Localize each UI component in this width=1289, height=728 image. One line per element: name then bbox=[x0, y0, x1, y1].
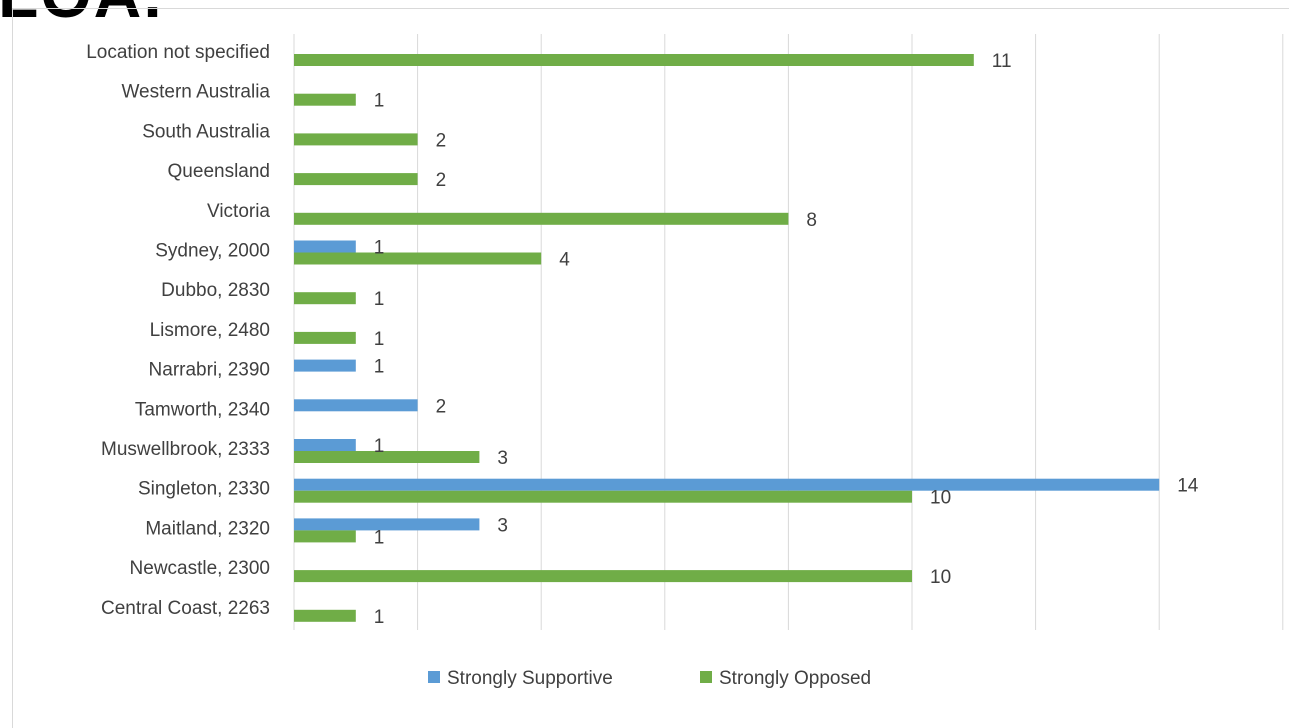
data-label: 1 bbox=[374, 91, 385, 112]
bar-chart: Location not specified Western Australia S… bbox=[86, 34, 1284, 689]
data-label: 1 bbox=[374, 357, 385, 378]
bar-strongly-opposed bbox=[294, 252, 542, 265]
category-label: Lismore, 2480 bbox=[150, 320, 270, 341]
chart-area bbox=[12, 8, 1289, 728]
category-labels: Location not specified Western Australia S… bbox=[86, 42, 270, 619]
data-label: 1 bbox=[374, 329, 385, 350]
bar-strongly-opposed bbox=[294, 530, 356, 543]
data-label: 2 bbox=[436, 396, 447, 417]
cropped-heading-text: LOA. bbox=[0, 0, 164, 32]
legend-swatch-strongly-supportive bbox=[428, 671, 440, 683]
data-label: 1 bbox=[374, 527, 385, 548]
data-label: 11 bbox=[992, 51, 1012, 72]
data-label: 1 bbox=[374, 607, 385, 628]
bar-strongly-opposed bbox=[294, 609, 356, 622]
bar-strongly-opposed bbox=[294, 212, 789, 225]
data-label: 10 bbox=[930, 567, 951, 588]
category-label: Muswellbrook, 2333 bbox=[101, 439, 270, 460]
data-label: 2 bbox=[436, 170, 447, 191]
bar-strongly-supportive bbox=[294, 439, 356, 451]
data-label: 1 bbox=[374, 289, 385, 310]
category-label: Central Coast, 2263 bbox=[101, 598, 270, 619]
legend-label-strongly-opposed: Strongly Opposed bbox=[719, 668, 871, 689]
bar-strongly-supportive bbox=[294, 240, 356, 253]
data-label: 8 bbox=[806, 210, 817, 231]
bar-strongly-opposed bbox=[294, 133, 418, 146]
data-label: 3 bbox=[497, 515, 508, 536]
category-label: Narrabri, 2390 bbox=[149, 360, 270, 381]
bars bbox=[294, 54, 1160, 622]
data-label: 1 bbox=[374, 238, 385, 259]
bar-strongly-supportive bbox=[294, 399, 418, 412]
category-label: South Australia bbox=[142, 121, 270, 142]
bar-strongly-supportive bbox=[294, 518, 480, 531]
category-label: Victoria bbox=[207, 201, 270, 222]
bar-strongly-opposed bbox=[294, 292, 356, 305]
data-label: 1 bbox=[374, 436, 385, 457]
category-label: Queensland bbox=[168, 161, 270, 182]
gridlines bbox=[293, 34, 1284, 630]
data-label: 4 bbox=[559, 250, 570, 271]
bar-strongly-opposed bbox=[294, 490, 912, 503]
bar-strongly-opposed bbox=[294, 451, 480, 463]
bar-strongly-opposed bbox=[294, 93, 356, 106]
bar-strongly-supportive bbox=[294, 359, 356, 372]
category-label: Sydney, 2000 bbox=[155, 241, 270, 262]
data-label: 3 bbox=[497, 448, 508, 469]
bar-strongly-opposed bbox=[294, 331, 356, 344]
data-label: 2 bbox=[436, 130, 447, 151]
data-label: 10 bbox=[930, 488, 951, 509]
category-label: Western Australia bbox=[121, 82, 270, 103]
category-label: Maitland, 2320 bbox=[145, 518, 270, 539]
bar-strongly-supportive bbox=[294, 478, 1160, 491]
category-label: Singleton, 2330 bbox=[138, 479, 270, 500]
legend-swatch-strongly-opposed bbox=[700, 671, 712, 683]
category-label: Location not specified bbox=[86, 42, 270, 63]
category-label: Tamworth, 2340 bbox=[135, 399, 270, 420]
bar-strongly-opposed bbox=[294, 173, 418, 186]
data-label: 14 bbox=[1177, 476, 1199, 497]
bar-strongly-opposed bbox=[294, 570, 912, 583]
category-label: Dubbo, 2830 bbox=[161, 280, 270, 301]
legend: Strongly Supportive Strongly Opposed bbox=[428, 668, 871, 689]
bar-strongly-opposed bbox=[294, 54, 974, 66]
legend-label-strongly-supportive: Strongly Supportive bbox=[447, 668, 613, 689]
category-label: Newcastle, 2300 bbox=[130, 558, 270, 579]
